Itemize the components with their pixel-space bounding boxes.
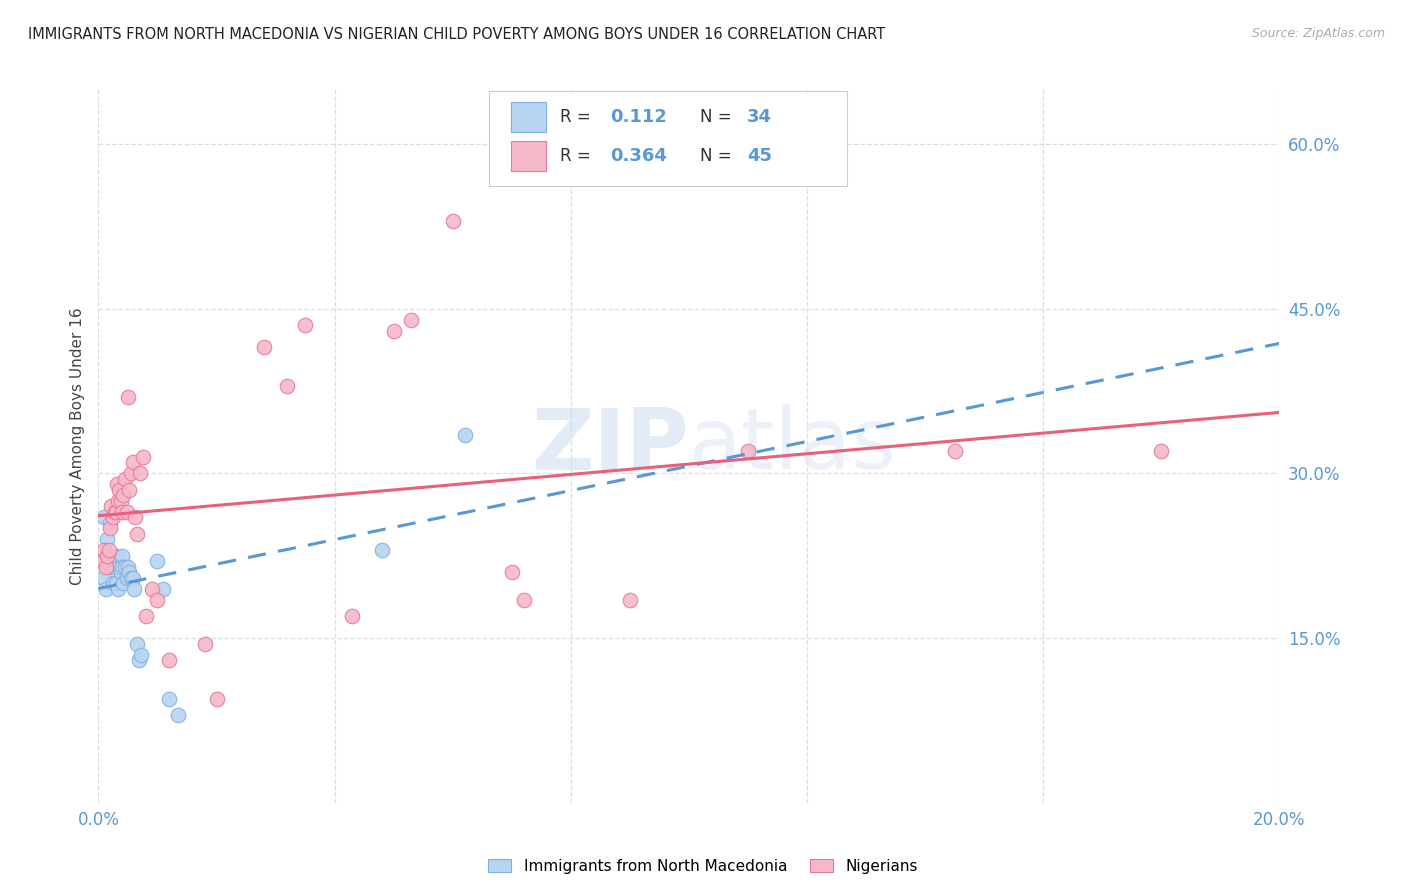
Legend: Immigrants from North Macedonia, Nigerians: Immigrants from North Macedonia, Nigeria… bbox=[482, 853, 924, 880]
Point bbox=[93, 543, 115, 558]
Text: Source: ZipAtlas.com: Source: ZipAtlas.com bbox=[1251, 27, 1385, 40]
Point bbox=[167, 708, 190, 723]
Point bbox=[141, 582, 163, 596]
Point bbox=[105, 505, 128, 519]
Point bbox=[453, 428, 475, 442]
Point bbox=[105, 576, 128, 591]
Point bbox=[128, 653, 150, 667]
Point bbox=[401, 312, 423, 326]
Text: 0.364: 0.364 bbox=[610, 146, 666, 164]
Point bbox=[1150, 444, 1173, 458]
Point bbox=[125, 526, 148, 541]
Point bbox=[157, 691, 180, 706]
Point bbox=[943, 444, 966, 458]
Point bbox=[111, 549, 134, 563]
Text: 34: 34 bbox=[747, 108, 772, 126]
Point bbox=[152, 582, 174, 596]
Point bbox=[105, 554, 128, 568]
Text: R =: R = bbox=[560, 146, 596, 164]
Point bbox=[121, 571, 143, 585]
Point bbox=[205, 691, 228, 706]
FancyBboxPatch shape bbox=[510, 141, 546, 170]
Point bbox=[103, 510, 125, 524]
Y-axis label: Child Poverty Among Boys Under 16: Child Poverty Among Boys Under 16 bbox=[69, 307, 84, 585]
Point bbox=[146, 592, 169, 607]
Point bbox=[124, 510, 146, 524]
Point bbox=[94, 559, 117, 574]
Point bbox=[110, 494, 132, 508]
Point bbox=[93, 510, 115, 524]
Point bbox=[120, 467, 142, 481]
Point bbox=[146, 554, 169, 568]
Point bbox=[117, 390, 139, 404]
Point bbox=[98, 543, 121, 558]
Text: R =: R = bbox=[560, 108, 596, 126]
Point bbox=[96, 549, 118, 563]
Point bbox=[194, 637, 217, 651]
Point bbox=[112, 576, 135, 591]
FancyBboxPatch shape bbox=[489, 91, 848, 186]
Point bbox=[91, 554, 114, 568]
Point bbox=[114, 472, 136, 486]
Point bbox=[441, 214, 464, 228]
Point bbox=[105, 549, 128, 563]
Point bbox=[108, 483, 131, 497]
Point bbox=[103, 576, 125, 591]
Point bbox=[98, 516, 121, 530]
Point bbox=[371, 543, 394, 558]
Point bbox=[512, 592, 534, 607]
Point bbox=[294, 318, 316, 333]
Point bbox=[110, 566, 132, 580]
Text: ZIP: ZIP bbox=[531, 404, 689, 488]
Point bbox=[120, 571, 142, 585]
Point bbox=[104, 559, 127, 574]
Text: N =: N = bbox=[700, 108, 737, 126]
Point bbox=[96, 533, 118, 547]
Text: IMMIGRANTS FROM NORTH MACEDONIA VS NIGERIAN CHILD POVERTY AMONG BOYS UNDER 16 CO: IMMIGRANTS FROM NORTH MACEDONIA VS NIGER… bbox=[28, 27, 886, 42]
Point bbox=[129, 648, 152, 662]
Point bbox=[135, 609, 157, 624]
Point bbox=[111, 559, 134, 574]
Point bbox=[98, 521, 121, 535]
Point bbox=[276, 378, 298, 392]
Point bbox=[91, 571, 114, 585]
Point bbox=[253, 340, 276, 354]
Point bbox=[737, 444, 759, 458]
Point bbox=[107, 582, 129, 596]
FancyBboxPatch shape bbox=[510, 102, 546, 132]
Point bbox=[342, 609, 364, 624]
Point bbox=[107, 494, 129, 508]
Point bbox=[100, 500, 122, 514]
Point bbox=[117, 559, 139, 574]
Point bbox=[122, 582, 145, 596]
Text: atlas: atlas bbox=[689, 404, 897, 488]
Text: 0.112: 0.112 bbox=[610, 108, 666, 126]
Point bbox=[125, 637, 148, 651]
Point bbox=[111, 505, 134, 519]
Point bbox=[121, 455, 143, 469]
Point bbox=[115, 505, 138, 519]
Point bbox=[115, 571, 138, 585]
Text: 45: 45 bbox=[747, 146, 772, 164]
Point bbox=[98, 554, 121, 568]
Point bbox=[100, 559, 122, 574]
Point bbox=[112, 488, 135, 502]
Point bbox=[157, 653, 180, 667]
Point bbox=[382, 324, 405, 338]
Point bbox=[114, 559, 136, 574]
Point bbox=[104, 505, 127, 519]
Point bbox=[118, 566, 141, 580]
Point bbox=[108, 559, 131, 574]
Point bbox=[501, 566, 523, 580]
Point bbox=[128, 467, 150, 481]
Point bbox=[105, 477, 128, 491]
Point bbox=[94, 582, 117, 596]
Point bbox=[132, 450, 155, 464]
Text: N =: N = bbox=[700, 146, 737, 164]
Point bbox=[619, 592, 641, 607]
Point bbox=[118, 483, 141, 497]
